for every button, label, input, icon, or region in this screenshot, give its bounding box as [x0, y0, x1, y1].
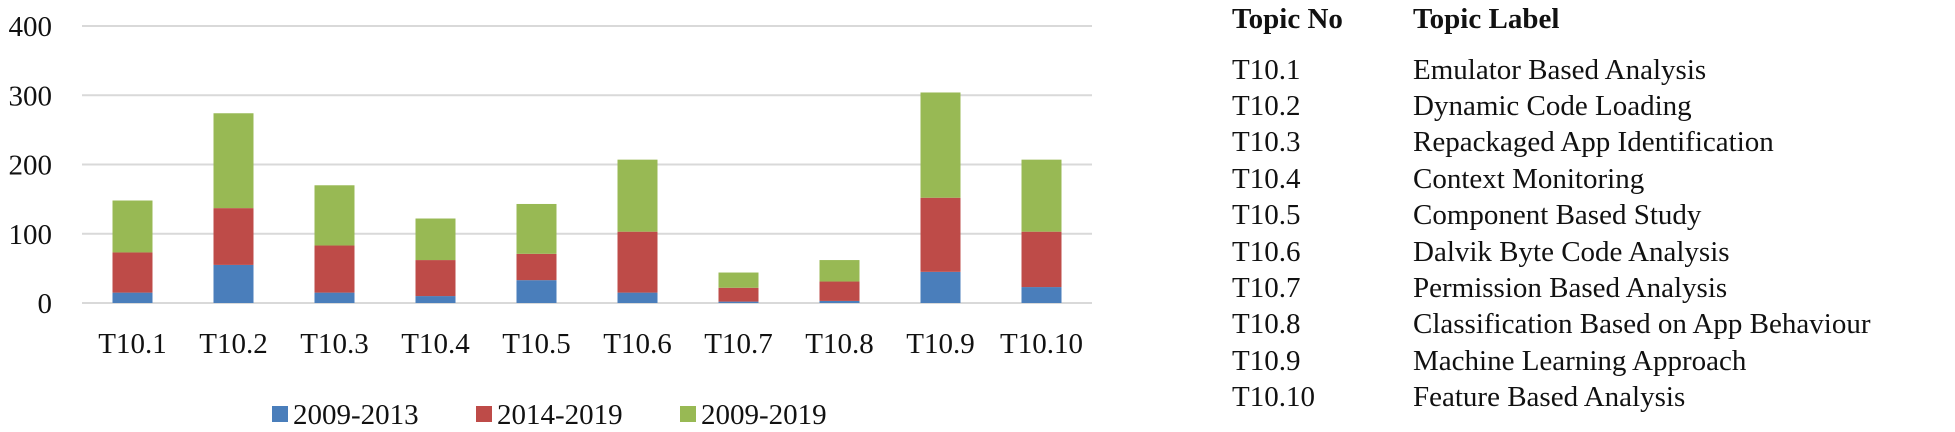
- topic-label: Permission Based Analysis: [1413, 272, 1728, 305]
- x-tick-label: T10.3: [300, 328, 368, 360]
- x-tick-label: T10.1: [98, 328, 166, 360]
- y-tick-label: 400: [9, 11, 53, 43]
- bar-segment: [314, 185, 355, 246]
- topic-no: T10.4: [1232, 162, 1301, 195]
- x-tick-label: T10.5: [502, 328, 570, 360]
- bar-segment: [718, 301, 759, 303]
- bar-segment: [718, 272, 759, 288]
- y-tick-label: 200: [9, 150, 53, 182]
- bar-segment: [920, 92, 961, 198]
- topic-label: Dalvik Byte Code Analysis: [1413, 235, 1730, 268]
- bar-segment: [819, 260, 860, 282]
- table-row: T10.2 Dynamic Code Loading: [1232, 88, 1952, 124]
- x-tick-label: T10.10: [1000, 328, 1083, 360]
- topic-label: Dynamic Code Loading: [1413, 90, 1692, 123]
- topic-label: Classification Based on App Behaviour: [1413, 308, 1871, 341]
- header-topic-no: Topic No: [1232, 3, 1343, 35]
- table-row: T10.3 Repackaged App Identification: [1232, 125, 1952, 161]
- topic-label: Emulator Based Analysis: [1413, 53, 1707, 86]
- topic-table: Topic No Topic Label T10.1 Emulator Base…: [1232, 0, 1952, 416]
- bar-segment: [819, 300, 860, 303]
- x-tick-label: T10.7: [704, 328, 772, 360]
- topic-no: T10.6: [1232, 235, 1301, 268]
- bar-segment: [617, 292, 658, 303]
- legend-label: 2014-2019: [497, 399, 623, 431]
- x-tick-label: T10.8: [805, 328, 873, 360]
- y-tick-label: 100: [9, 219, 53, 251]
- bar-segment: [112, 252, 153, 293]
- bar-segment: [617, 231, 658, 293]
- topic-no: T10.9: [1232, 344, 1301, 377]
- bar-segment: [516, 253, 557, 281]
- bar-segment: [516, 203, 557, 254]
- x-axis-tick-labels: T10.1 T10.2 T10.3 T10.4 T10.5 T10.6 T10.7 T10.8…: [98, 328, 1083, 360]
- table-row: T10.5 Component Based Study: [1232, 198, 1952, 234]
- topic-no: T10.7: [1232, 272, 1301, 305]
- header-topic-label: Topic Label: [1413, 3, 1560, 35]
- bar-segment: [1021, 231, 1062, 288]
- table-row: T10.4 Context Monitoring: [1232, 161, 1952, 197]
- bar-segment: [920, 197, 961, 272]
- y-tick-label: 0: [38, 288, 53, 320]
- topic-no: T10.10: [1232, 381, 1315, 414]
- topic-no: T10.1: [1232, 53, 1301, 86]
- x-tick-label: T10.6: [603, 328, 671, 360]
- bar-segment: [415, 260, 456, 297]
- legend-label: 2009-2019: [701, 399, 827, 431]
- table-row: T10.7 Permission Based Analysis: [1232, 270, 1952, 306]
- bar-segment: [213, 264, 254, 303]
- table-row: T10.9 Machine Learning Approach: [1232, 343, 1952, 379]
- bar-segment: [314, 292, 355, 303]
- topic-no: T10.2: [1232, 90, 1301, 123]
- bar-segment: [1021, 159, 1062, 232]
- table-row: T10.8 Classification Based on App Behavi…: [1232, 307, 1952, 343]
- legend-swatch: [476, 406, 492, 422]
- x-tick-label: T10.2: [199, 328, 267, 360]
- bar-segment: [415, 218, 456, 261]
- topic-no: T10.5: [1232, 199, 1301, 232]
- y-axis-tick-labels: 0 100 200 300 400: [9, 11, 53, 320]
- topic-no: T10.3: [1232, 126, 1301, 159]
- topic-label: Context Monitoring: [1413, 162, 1645, 195]
- table-row: T10.6 Dalvik Byte Code Analysis: [1232, 234, 1952, 270]
- table-row: T10.10 Feature Based Analysis: [1232, 380, 1952, 416]
- legend: 2009-2013 2014-2019 2009-2019: [272, 399, 827, 431]
- bar-segment: [314, 245, 355, 293]
- legend-swatch: [272, 406, 288, 422]
- x-tick-label: T10.4: [401, 328, 470, 360]
- topic-label: Machine Learning Approach: [1413, 344, 1747, 377]
- bar-segment: [617, 159, 658, 232]
- bar-segment: [920, 271, 961, 303]
- bar-segment: [516, 280, 557, 303]
- bar-segment: [718, 287, 759, 302]
- topic-no: T10.8: [1232, 308, 1301, 341]
- legend-label: 2009-2013: [293, 399, 419, 431]
- bar-segment: [213, 113, 254, 209]
- topic-label: Component Based Study: [1413, 199, 1702, 232]
- x-tick-label: T10.9: [906, 328, 974, 360]
- topic-label: Feature Based Analysis: [1413, 381, 1686, 414]
- y-tick-label: 300: [9, 80, 53, 112]
- bars: [112, 92, 1062, 303]
- bar-segment: [213, 208, 254, 265]
- bar-segment: [1021, 287, 1062, 303]
- legend-swatch: [680, 406, 696, 422]
- table-row: T10.1 Emulator Based Analysis: [1232, 52, 1952, 88]
- topic-table-header: Topic No Topic Label: [1232, 0, 1952, 36]
- bar-segment: [112, 200, 153, 253]
- bar-segment: [415, 296, 456, 303]
- bar-segment: [112, 292, 153, 303]
- topic-label: Repackaged App Identification: [1413, 126, 1774, 159]
- bar-segment: [819, 281, 860, 301]
